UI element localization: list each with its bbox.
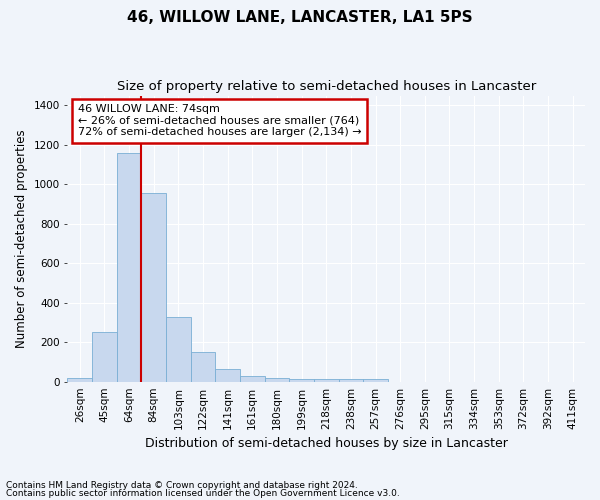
Bar [117, 153, 142, 382]
Text: 46 WILLOW LANE: 74sqm
← 26% of semi-detached houses are smaller (764)
72% of sem: 46 WILLOW LANE: 74sqm ← 26% of semi-deta… [78, 104, 361, 138]
Text: Contains HM Land Registry data © Crown copyright and database right 2024.: Contains HM Land Registry data © Crown c… [6, 481, 358, 490]
Bar [338, 378, 363, 382]
Bar [240, 376, 265, 382]
Bar [314, 378, 338, 382]
Title: Size of property relative to semi-detached houses in Lancaster: Size of property relative to semi-detach… [116, 80, 536, 93]
Bar [191, 352, 215, 382]
Text: 46, WILLOW LANE, LANCASTER, LA1 5PS: 46, WILLOW LANE, LANCASTER, LA1 5PS [127, 10, 473, 25]
Bar [265, 378, 289, 382]
X-axis label: Distribution of semi-detached houses by size in Lancaster: Distribution of semi-detached houses by … [145, 437, 508, 450]
Bar [92, 332, 117, 382]
Bar [363, 378, 388, 382]
Bar [215, 369, 240, 382]
Bar [67, 378, 92, 382]
Bar [142, 193, 166, 382]
Y-axis label: Number of semi-detached properties: Number of semi-detached properties [15, 130, 28, 348]
Text: Contains public sector information licensed under the Open Government Licence v3: Contains public sector information licen… [6, 488, 400, 498]
Bar [289, 378, 314, 382]
Bar [166, 317, 191, 382]
